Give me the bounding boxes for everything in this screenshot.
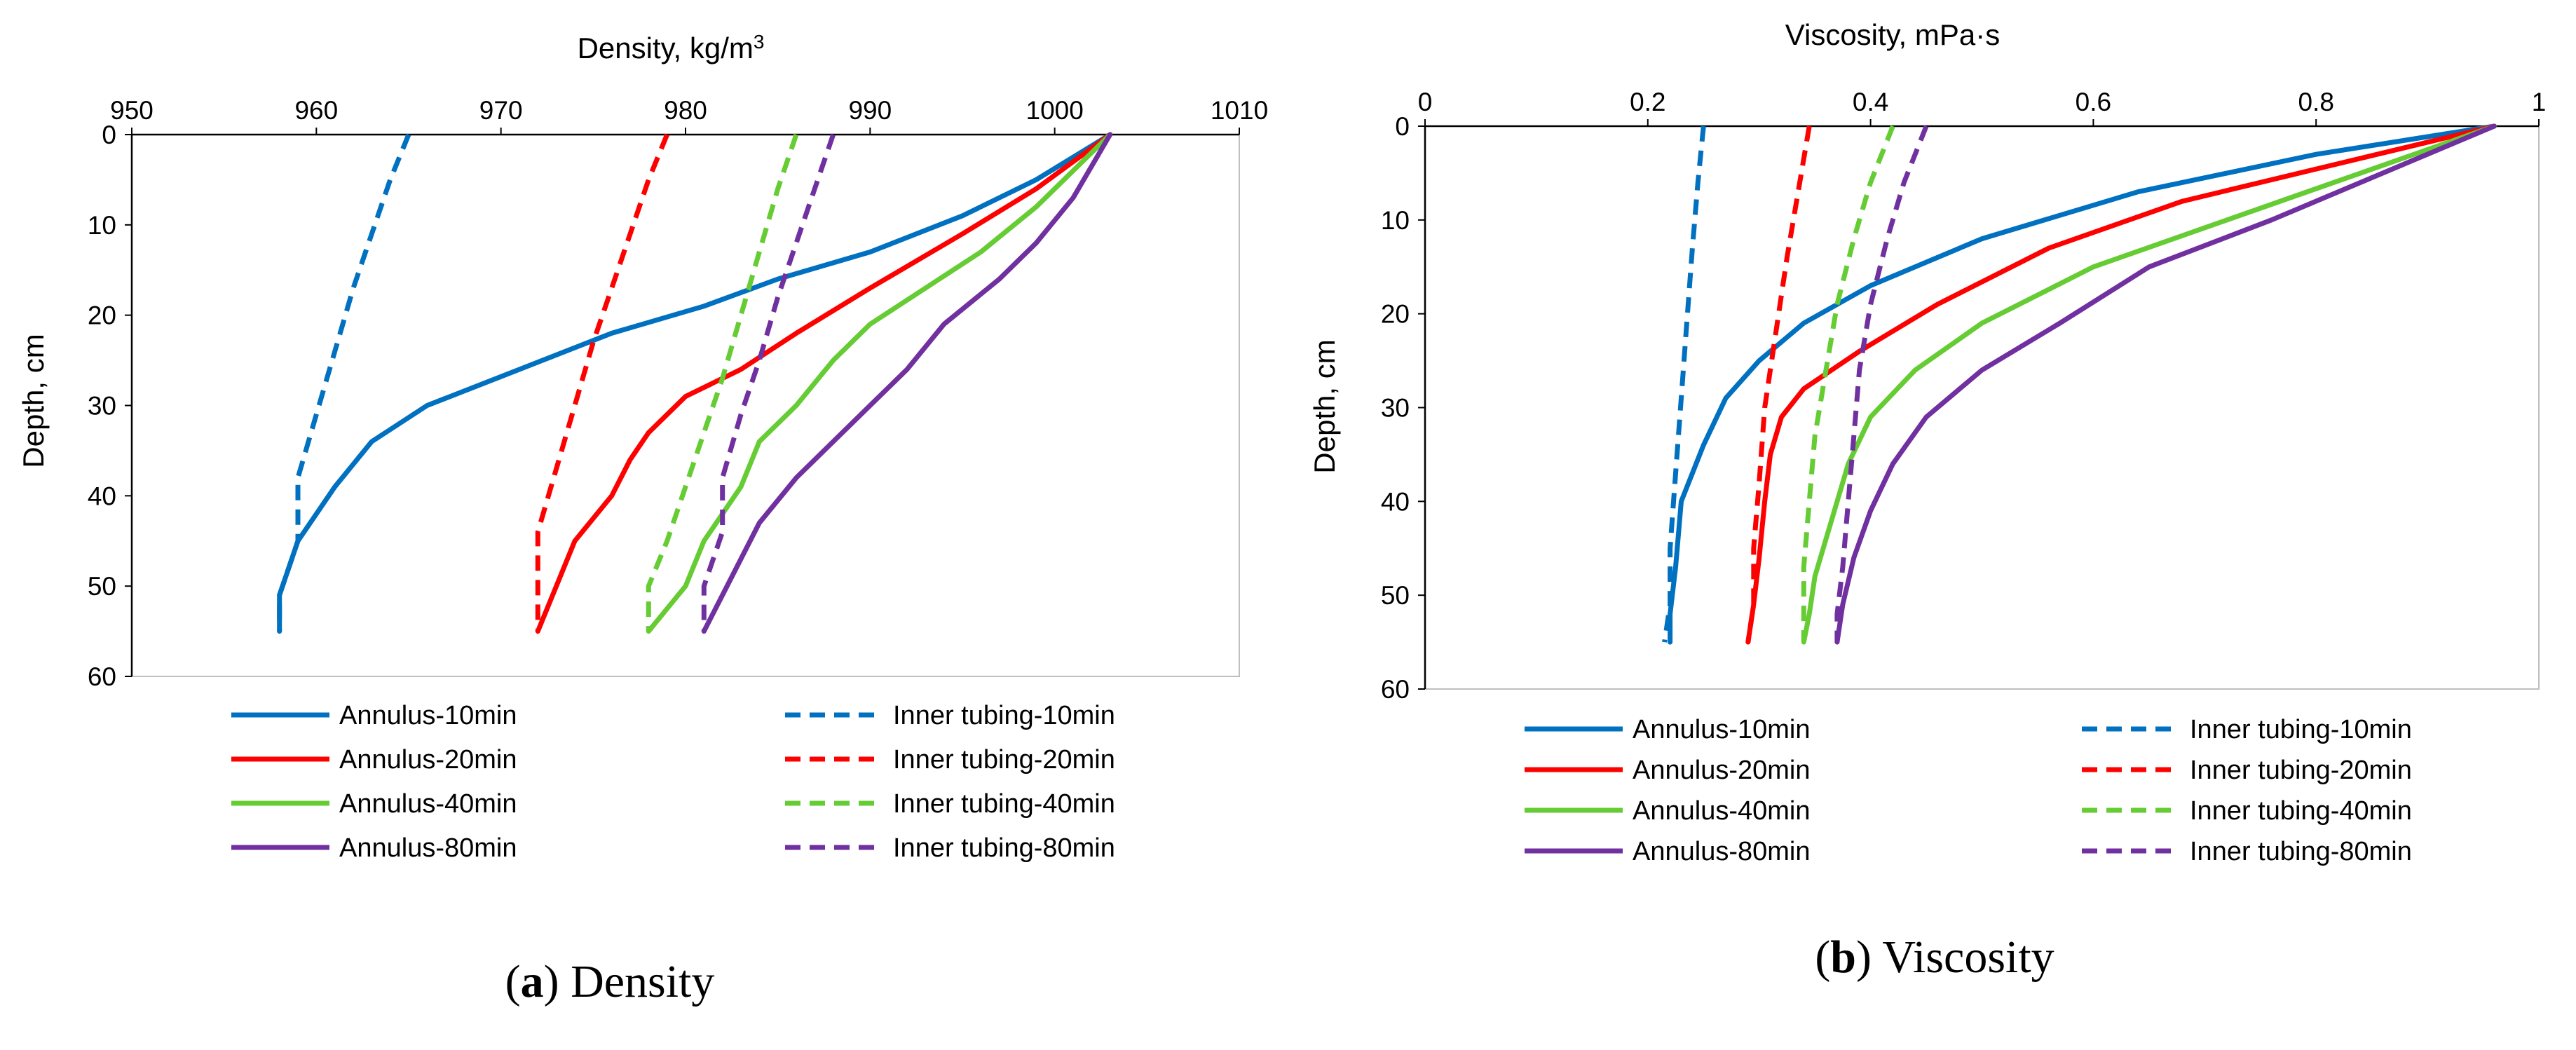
viscosity-series-inner-tubing-10min <box>1662 125 1706 643</box>
density-legend-label-annulus-40min: Annulus-40min <box>339 789 517 819</box>
viscosity-legend-label-inner-tubing-20min: Inner tubing-20min <box>2190 756 2412 785</box>
viscosity-legend-label-annulus-20min: Annulus-20min <box>1633 756 1810 785</box>
viscosity-legend-label-inner-tubing-40min: Inner tubing-40min <box>2190 796 2412 826</box>
viscosity-y-tick-label: 60 <box>1381 675 1410 704</box>
density-y-tick-label: 60 <box>88 662 116 691</box>
density-caption: (a) Density <box>505 956 715 1007</box>
density-y-axis-title: Depth, cm <box>17 334 50 468</box>
density-x-tick-label: 970 <box>479 96 523 125</box>
viscosity-x-tick-label: 0 <box>1418 88 1433 116</box>
viscosity-series-annulus-20min <box>1745 123 2497 645</box>
viscosity-legend-label-annulus-40min: Annulus-40min <box>1633 796 1810 826</box>
viscosity-x-tick-label: 0.2 <box>1630 88 1665 116</box>
viscosity-x-tick-label: 0.6 <box>2076 88 2111 116</box>
density-series-annulus-80min <box>701 132 1113 634</box>
viscosity-series-inner-tubing-80min <box>1834 125 1929 643</box>
density-y-tick-label: 0 <box>102 121 116 149</box>
density-y-tick-label: 10 <box>88 211 116 240</box>
viscosity-y-tick-label: 50 <box>1381 581 1410 610</box>
viscosity-plot-area <box>1424 125 2540 690</box>
density-y-tick-label: 30 <box>88 392 116 421</box>
density-legend-label-inner-tubing-40min: Inner tubing-40min <box>893 789 1115 819</box>
density-series-annulus-40min <box>646 132 1113 634</box>
viscosity-x-axis-title: Viscosity, mPa·s <box>1785 18 2001 51</box>
viscosity-series-annulus-10min <box>1668 123 2497 645</box>
density-y-tick-label: 20 <box>88 301 116 330</box>
density-series-inner-tubing-20min <box>535 133 669 632</box>
density-x-tick-label: 990 <box>848 96 892 125</box>
viscosity-y-tick-label: 40 <box>1381 487 1410 516</box>
viscosity-caption: (b) Viscosity <box>1815 932 2054 983</box>
density-x-tick-label: 1000 <box>1026 96 1084 125</box>
viscosity-panel: Viscosity, mPa·s Depth, cm (b) Viscosity… <box>1308 18 2546 983</box>
viscosity-legend-label-inner-tubing-10min: Inner tubing-10min <box>2190 715 2412 744</box>
viscosity-y-tick-label: 30 <box>1381 394 1410 423</box>
density-series-inner-tubing-10min <box>277 133 411 632</box>
density-legend-label-annulus-80min: Annulus-80min <box>339 833 517 863</box>
viscosity-legend-label-annulus-10min: Annulus-10min <box>1633 715 1810 744</box>
density-y-tick-label: 40 <box>88 482 116 510</box>
density-x-tick-label: 980 <box>664 96 707 125</box>
viscosity-y-axis-title: Depth, cm <box>1308 339 1341 473</box>
viscosity-series-inner-tubing-20min <box>1745 125 1812 643</box>
density-x-axis-title: Density, kg/m3 <box>578 31 765 64</box>
viscosity-y-tick-label: 0 <box>1395 112 1410 141</box>
viscosity-series-inner-tubing-40min <box>1801 125 1895 643</box>
density-plot-area <box>131 134 1240 677</box>
viscosity-x-tick-label: 1 <box>2532 88 2547 116</box>
density-series-inner-tubing-80min <box>701 133 836 632</box>
density-legend-label-annulus-20min: Annulus-20min <box>339 745 517 775</box>
viscosity-y-tick-label: 10 <box>1381 206 1410 235</box>
density-x-tick-label: 960 <box>294 96 338 125</box>
density-series-annulus-10min <box>277 132 1113 634</box>
density-y-tick-label: 50 <box>88 572 116 601</box>
density-legend-label-inner-tubing-80min: Inner tubing-80min <box>893 833 1115 863</box>
viscosity-series-annulus-40min <box>1801 123 2497 645</box>
density-legend-label-inner-tubing-10min: Inner tubing-10min <box>893 701 1115 730</box>
viscosity-legend-label-inner-tubing-80min: Inner tubing-80min <box>2190 837 2412 866</box>
viscosity-series-annulus-80min <box>1834 123 2497 645</box>
density-series-annulus-20min <box>535 132 1113 634</box>
density-x-tick-label: 950 <box>110 96 154 125</box>
density-legend-label-inner-tubing-20min: Inner tubing-20min <box>893 745 1115 775</box>
viscosity-x-tick-label: 0.8 <box>2298 88 2333 116</box>
viscosity-x-tick-label: 0.4 <box>1853 88 1888 116</box>
density-series-inner-tubing-40min <box>646 133 799 632</box>
density-legend-label-annulus-10min: Annulus-10min <box>339 701 517 730</box>
density-x-tick-label: 1010 <box>1211 96 1268 125</box>
density-panel: Density, kg/m3 Depth, cm (a) Density 950… <box>17 31 1268 1007</box>
viscosity-legend-label-annulus-80min: Annulus-80min <box>1633 837 1810 866</box>
viscosity-y-tick-label: 20 <box>1381 300 1410 329</box>
